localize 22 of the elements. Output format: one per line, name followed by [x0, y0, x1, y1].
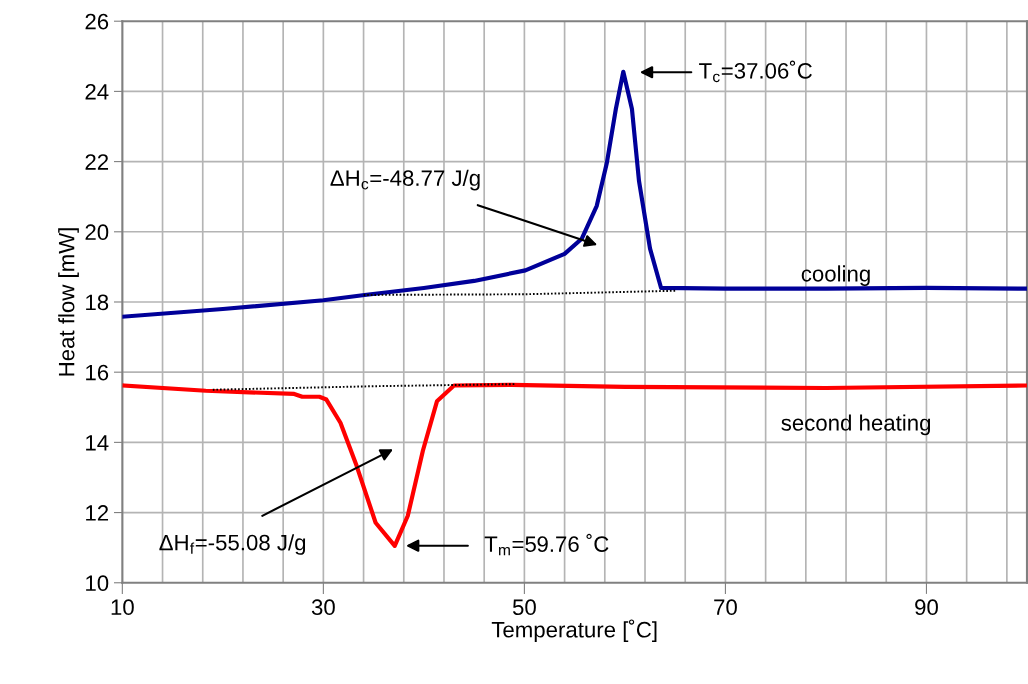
x-tick-label: 10 [111, 599, 134, 616]
y-tick-label: 26 [85, 13, 109, 30]
x-tick-label: 90 [915, 599, 938, 616]
y-tick-label: 24 [85, 83, 109, 100]
y-axis-title: Heat flow [mW] [58, 228, 79, 376]
annotation: T$_{m}$=59.76 ˚C [484, 533, 609, 556]
series-label: second heating [781, 414, 931, 436]
annotation: ΔH$_{c}$=-48.77 J/g [330, 169, 480, 191]
y-tick-label: 22 [85, 154, 109, 170]
x-tick-label: 30 [311, 599, 335, 616]
x-axis-title: Temperature [˚C] [491, 619, 657, 642]
y-tick-label: 20 [85, 224, 109, 241]
y-tick-label: 16 [86, 364, 109, 381]
y-tick-label: 14 [86, 435, 109, 451]
y-tick-label: 12 [86, 505, 109, 521]
series-label: cooling [801, 265, 870, 287]
x-tick-label: 70 [714, 599, 737, 616]
y-tick-label: 18 [86, 294, 109, 311]
y-tick-label: 10 [86, 575, 109, 592]
annotation: ΔH$_{f}$=-55.08 J/g [159, 534, 306, 555]
annotation: T$_{c}$=37.06˚C [699, 60, 812, 83]
x-tick-label: 50 [512, 599, 536, 616]
